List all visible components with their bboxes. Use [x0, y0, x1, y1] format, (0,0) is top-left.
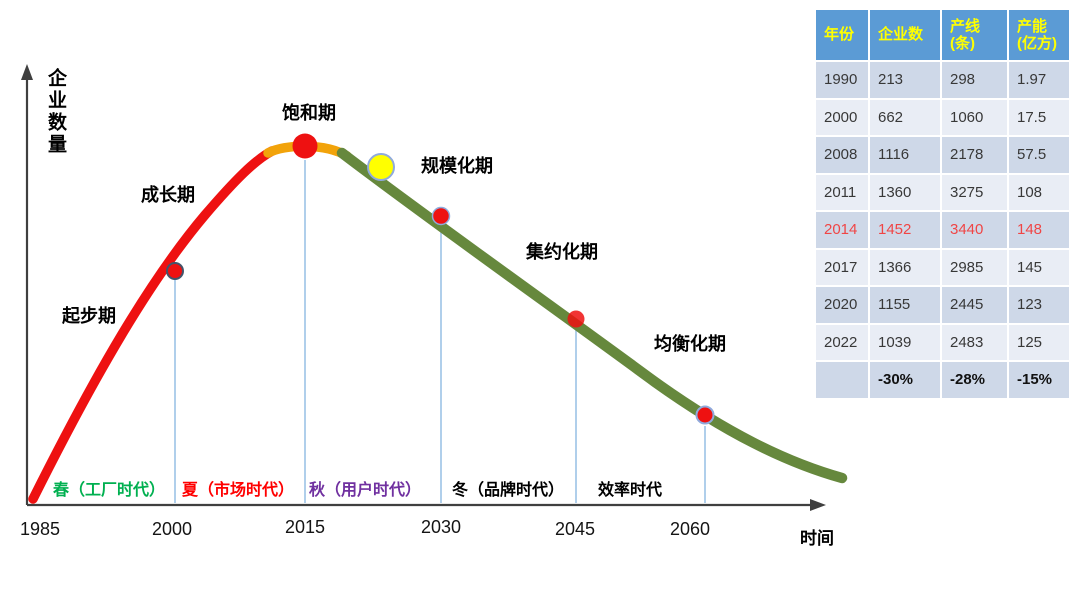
marker-dot-2045: [567, 310, 585, 328]
cell-2011-enterprises: 1360: [870, 174, 940, 210]
phase-label-equilibrium: 均衡化期: [654, 334, 726, 354]
x-axis-arrow-icon: [810, 499, 826, 511]
era-label-winter-brand: 冬（品牌时代）: [452, 482, 565, 499]
cell-2014-enterprises: 1452: [870, 212, 940, 248]
cell-2017-year: 2017: [816, 249, 868, 285]
cell-1990-enterprises: 213: [870, 62, 940, 98]
cell-summary-lines-pct: -28%: [942, 362, 1007, 398]
cell-2000-enterprises: 662: [870, 99, 940, 135]
col-header-year: 年份: [816, 10, 868, 60]
era-label-spring-factory: 春（工厂时代）: [53, 482, 166, 499]
cell-2022-lines: 2483: [942, 324, 1007, 360]
cell-2008-lines: 2178: [942, 137, 1007, 173]
col-header-capacity-unit: (亿方): [1017, 35, 1057, 52]
cell-2022-year: 2022: [816, 324, 868, 360]
phase-label-scale: 规模化期: [421, 156, 493, 176]
x-tick-2015: 2015: [284, 517, 326, 537]
era-label-autumn-user: 秋（用户时代）: [309, 482, 422, 499]
phase-label-saturation: 饱和期: [282, 103, 336, 123]
cell-2011-year: 2011: [816, 174, 868, 210]
col-header-capacity-text: 产能: [1017, 17, 1048, 35]
col-header-enterprises-text: 企业数: [878, 26, 924, 44]
marker-dot-peak-2015: [292, 133, 318, 159]
cell-2017-enterprises: 1366: [870, 249, 940, 285]
y-axis-arrow-icon: [21, 64, 33, 80]
x-tick-2060: 2060: [669, 519, 711, 539]
curve-rise-red: [28, 146, 277, 504]
cell-2020-enterprises: 1155: [870, 287, 940, 323]
marker-dot-2030: [431, 206, 451, 226]
cell-2020-lines: 2445: [942, 287, 1007, 323]
cell-summary-blank: [816, 362, 868, 398]
col-header-lines-unit: (条): [950, 35, 975, 52]
cell-summary-capacity-pct: -15%: [1009, 362, 1069, 398]
phase-label-growth: 成长期: [141, 185, 195, 205]
cell-2011-capacity: 108: [1009, 174, 1069, 210]
cell-2020-year: 2020: [816, 287, 868, 323]
cell-2000-lines: 1060: [942, 99, 1007, 135]
cell-2022-capacity: 125: [1009, 324, 1069, 360]
x-tick-2045: 2045: [554, 519, 596, 539]
col-header-lines-text: 产线: [950, 17, 981, 35]
cell-2014-capacity: 148: [1009, 212, 1069, 248]
cell-2011-lines: 3275: [942, 174, 1007, 210]
col-header-enterprises: 企业数: [870, 10, 940, 60]
capacity-data-table: 年份 企业数 产线 (条) 产能 (亿方) 1990 213 298 1.97 20…: [816, 10, 1069, 398]
cell-2014-lines: 3440: [942, 212, 1007, 248]
cell-2008-capacity: 57.5: [1009, 137, 1069, 173]
marker-dot-2000: [166, 262, 184, 280]
curve-decline-green: [336, 147, 848, 484]
col-header-lines: 产线 (条): [942, 10, 1007, 60]
cell-2000-capacity: 17.5: [1009, 99, 1069, 135]
x-axis-title: 时间: [800, 529, 834, 548]
cell-summary-enterprises-pct: -30%: [870, 362, 940, 398]
cell-1990-lines: 298: [942, 62, 1007, 98]
cell-2008-enterprises: 1116: [870, 137, 940, 173]
cell-2022-enterprises: 1039: [870, 324, 940, 360]
phase-label-startup: 起步期: [62, 306, 116, 326]
marker-circle-yellow: [367, 153, 395, 181]
cell-2020-capacity: 123: [1009, 287, 1069, 323]
y-axis-title: 企业数量: [45, 68, 66, 156]
cell-2008-year: 2008: [816, 137, 868, 173]
cell-2014-year: 2014: [816, 212, 868, 248]
cell-2017-capacity: 145: [1009, 249, 1069, 285]
cell-1990-year: 1990: [816, 62, 868, 98]
col-header-capacity: 产能 (亿方): [1009, 10, 1069, 60]
x-tick-1985: 1985: [19, 519, 61, 539]
era-label-efficiency: 效率时代: [598, 482, 663, 499]
x-tick-2000: 2000: [151, 519, 193, 539]
col-header-year-text: 年份: [824, 26, 855, 44]
x-tick-2030: 2030: [420, 517, 462, 537]
cell-1990-capacity: 1.97: [1009, 62, 1069, 98]
phase-label-intensive: 集约化期: [526, 242, 598, 262]
cell-2000-year: 2000: [816, 99, 868, 135]
marker-dot-2060: [695, 405, 715, 425]
era-label-summer-market: 夏（市场时代）: [182, 482, 295, 499]
cell-2017-lines: 2985: [942, 249, 1007, 285]
